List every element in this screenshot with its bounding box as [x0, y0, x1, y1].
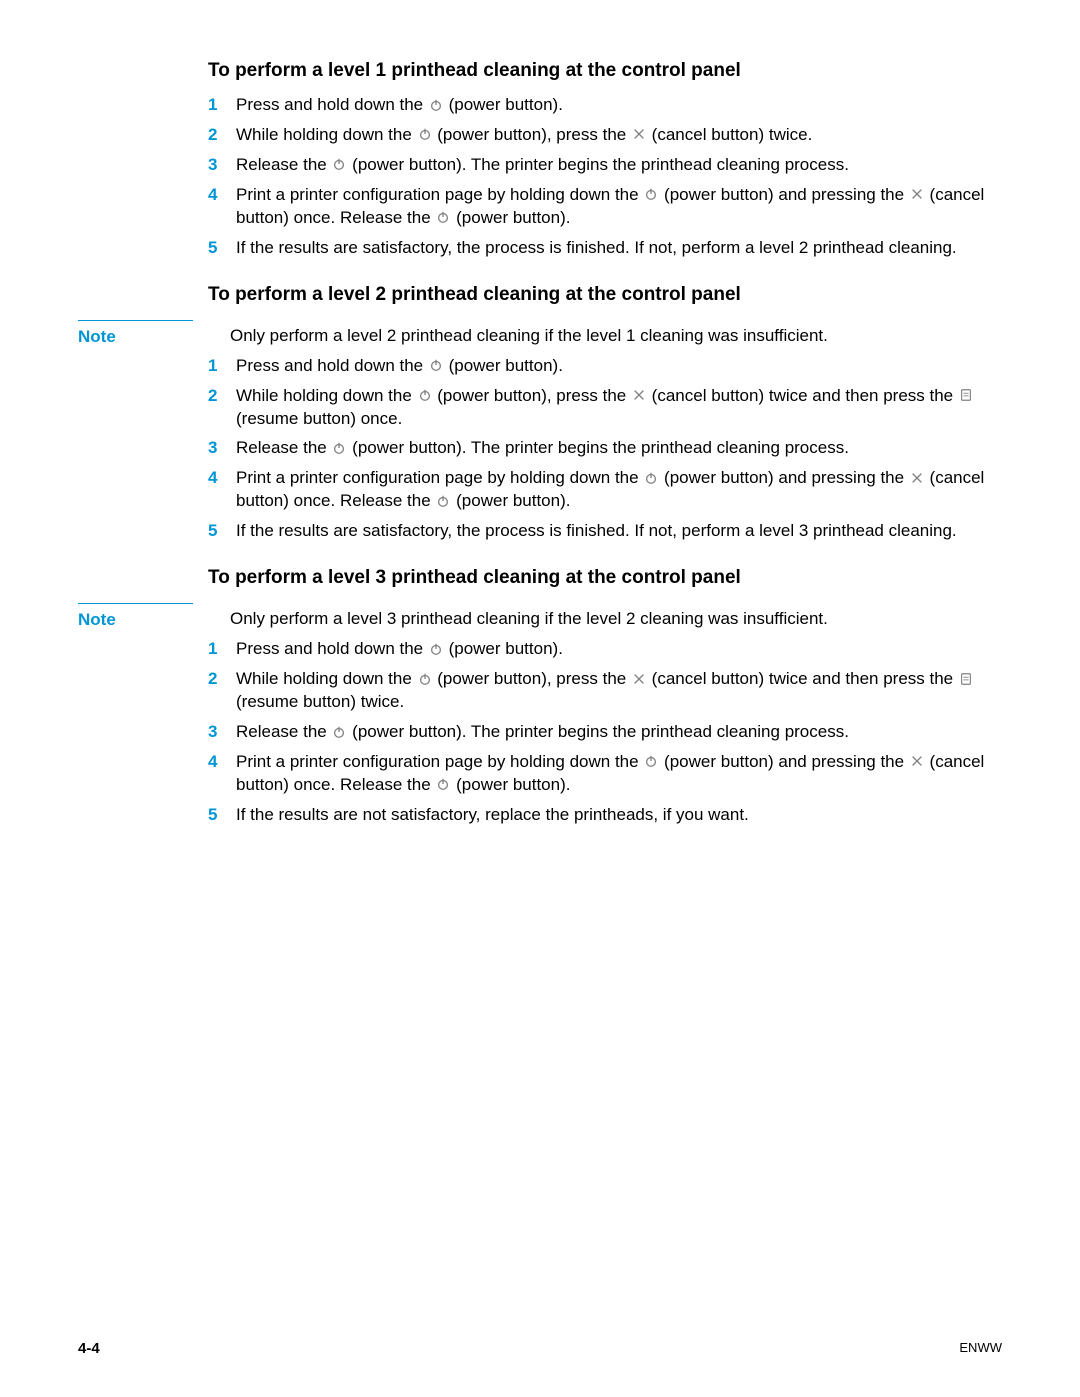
step-number: 2	[208, 124, 236, 147]
step-text: If the results are not satisfactory, rep…	[236, 804, 1002, 827]
cancel-icon	[632, 388, 646, 402]
page-footer: 4-4 ENWW	[78, 1340, 1002, 1357]
step-text: If the results are satisfactory, the pro…	[236, 237, 1002, 260]
power-icon	[436, 210, 450, 224]
step-text: Release the (power button). The printer …	[236, 437, 1002, 460]
note-block: Note Only perform a level 2 printhead cle…	[78, 320, 1002, 347]
step-number: 5	[208, 520, 236, 543]
power-icon	[644, 187, 658, 201]
step-number: 4	[208, 184, 236, 207]
note-label: Note	[78, 320, 193, 347]
step-number: 1	[208, 94, 236, 117]
note-text: Only perform a level 3 printhead cleanin…	[208, 603, 1002, 629]
step-text: While holding down the (power button), p…	[236, 124, 1002, 147]
step-row: 4Print a printer configuration page by h…	[208, 751, 1002, 797]
cancel-icon	[910, 471, 924, 485]
step-text: While holding down the (power button), p…	[236, 668, 1002, 714]
step-text: While holding down the (power button), p…	[236, 385, 1002, 431]
document-page: To perform a level 1 printhead cleaning …	[0, 0, 1080, 1397]
step-number: 1	[208, 638, 236, 661]
step-number: 4	[208, 467, 236, 490]
step-row: 5If the results are not satisfactory, re…	[208, 804, 1002, 827]
power-icon	[429, 642, 443, 656]
step-text: Release the (power button). The printer …	[236, 721, 1002, 744]
step-row: 1Press and hold down the (power button).	[208, 94, 1002, 117]
note-text: Only perform a level 2 printhead cleanin…	[208, 320, 1002, 346]
step-number: 2	[208, 668, 236, 691]
step-row: 1Press and hold down the (power button).	[208, 638, 1002, 661]
power-icon	[436, 777, 450, 791]
step-number: 3	[208, 154, 236, 177]
power-icon	[429, 98, 443, 112]
power-icon	[418, 127, 432, 141]
step-row: 3Release the (power button). The printer…	[208, 154, 1002, 177]
step-number: 3	[208, 721, 236, 744]
step-row: 2While holding down the (power button), …	[208, 385, 1002, 431]
section-heading: To perform a level 3 printhead cleaning …	[208, 567, 1002, 589]
step-number: 1	[208, 355, 236, 378]
power-icon	[332, 157, 346, 171]
step-number: 4	[208, 751, 236, 774]
step-number: 5	[208, 804, 236, 827]
step-list: 1Press and hold down the (power button).…	[208, 355, 1002, 544]
cancel-icon	[632, 127, 646, 141]
step-text: Press and hold down the (power button).	[236, 638, 1002, 661]
power-icon	[332, 725, 346, 739]
power-icon	[332, 441, 346, 455]
step-number: 2	[208, 385, 236, 408]
power-icon	[429, 358, 443, 372]
resume-icon	[959, 672, 973, 686]
note-label: Note	[78, 603, 193, 630]
page-number: 4-4	[78, 1340, 100, 1357]
step-row: 5If the results are satisfactory, the pr…	[208, 520, 1002, 543]
power-icon	[436, 494, 450, 508]
step-row: 4Print a printer configuration page by h…	[208, 184, 1002, 230]
section-heading: To perform a level 2 printhead cleaning …	[208, 284, 1002, 306]
step-text: Print a printer configuration page by ho…	[236, 184, 1002, 230]
step-text: Release the (power button). The printer …	[236, 154, 1002, 177]
step-row: 3Release the (power button). The printer…	[208, 437, 1002, 460]
step-text: Print a printer configuration page by ho…	[236, 467, 1002, 513]
note-block: Note Only perform a level 3 printhead cle…	[78, 603, 1002, 630]
step-number: 3	[208, 437, 236, 460]
step-row: 1Press and hold down the (power button).	[208, 355, 1002, 378]
step-row: 2While holding down the (power button), …	[208, 668, 1002, 714]
step-list: 1Press and hold down the (power button).…	[208, 638, 1002, 827]
cancel-icon	[910, 754, 924, 768]
cancel-icon	[910, 187, 924, 201]
power-icon	[418, 388, 432, 402]
step-text: Print a printer configuration page by ho…	[236, 751, 1002, 797]
section-heading: To perform a level 1 printhead cleaning …	[208, 60, 1002, 82]
step-text: Press and hold down the (power button).	[236, 94, 1002, 117]
step-row: 4Print a printer configuration page by h…	[208, 467, 1002, 513]
step-text: Press and hold down the (power button).	[236, 355, 1002, 378]
step-text: If the results are satisfactory, the pro…	[236, 520, 1002, 543]
step-list: 1Press and hold down the (power button).…	[208, 94, 1002, 260]
step-row: 2While holding down the (power button), …	[208, 124, 1002, 147]
power-icon	[418, 672, 432, 686]
cancel-icon	[632, 672, 646, 686]
footer-code: ENWW	[959, 1340, 1002, 1357]
step-row: 5If the results are satisfactory, the pr…	[208, 237, 1002, 260]
power-icon	[644, 754, 658, 768]
resume-icon	[959, 388, 973, 402]
step-row: 3Release the (power button). The printer…	[208, 721, 1002, 744]
power-icon	[644, 471, 658, 485]
step-number: 5	[208, 237, 236, 260]
